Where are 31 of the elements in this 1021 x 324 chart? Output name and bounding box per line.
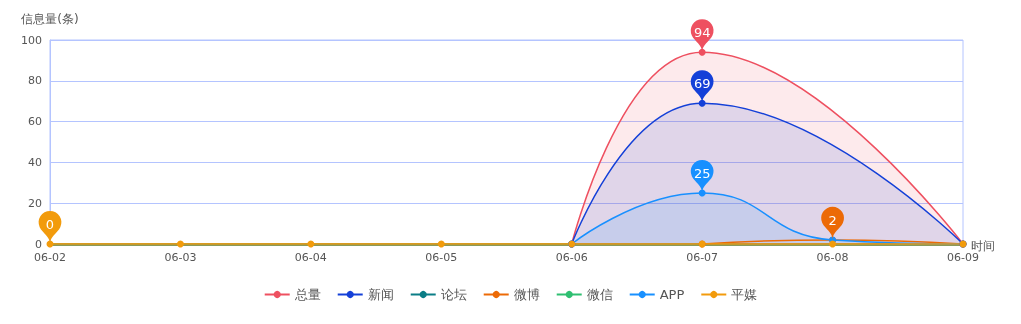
legend-label: 论坛 [440,287,467,302]
point [829,240,837,248]
data-label: 69 [693,75,711,91]
x-tick-label: 06-04 [294,251,327,264]
x-tick-label: 06-03 [164,251,197,264]
legend-label: 平媒 [731,287,758,302]
data-label: 25 [693,165,711,181]
legend-label: 微信 [586,287,613,302]
point [176,240,184,248]
x-axis-title: 时间 [971,239,995,253]
legend-label: APP [659,287,685,302]
x-tick-label: 06-08 [816,251,849,264]
x-tick-label: 06-02 [34,251,66,264]
data-label: 0 [45,216,55,232]
y-tick-label: 20 [28,196,42,210]
legend-label: 微博 [513,287,540,302]
x-tick-label: 06-05 [425,251,458,264]
legend-label: 总量 [293,287,321,302]
y-tick-label: 0 [35,237,42,251]
data-label: 2 [828,212,837,228]
x-tick-label: 06-07 [686,251,719,264]
y-tick-label: 80 [28,74,42,88]
y-axis-title: 信息量(条) [21,12,79,26]
x-tick-label: 06-06 [555,251,588,264]
y-tick-label: 100 [21,33,42,47]
y-tick-label: 40 [28,155,42,169]
point [437,240,445,248]
legend-label: 新闻 [367,287,394,302]
y-tick-label: 60 [28,115,42,129]
x-tick-label: 06-09 [947,251,979,264]
data-label: 94 [693,24,711,40]
